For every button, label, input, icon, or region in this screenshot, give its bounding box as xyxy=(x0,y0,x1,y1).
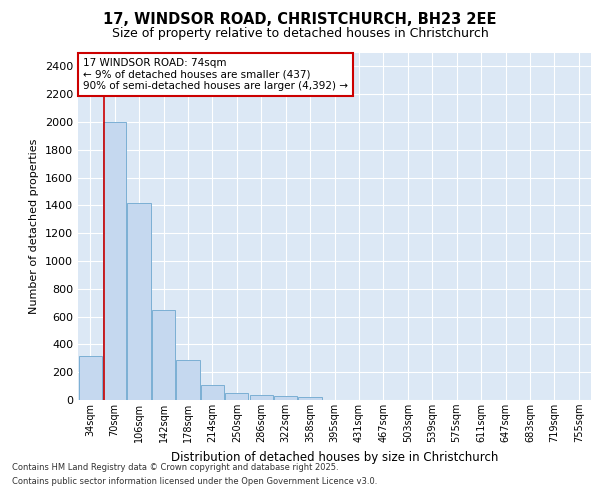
Bar xyxy=(274,396,297,400)
X-axis label: Distribution of detached houses by size in Christchurch: Distribution of detached houses by size … xyxy=(171,450,498,464)
Bar xyxy=(152,310,175,400)
Text: 17, WINDSOR ROAD, CHRISTCHURCH, BH23 2EE: 17, WINDSOR ROAD, CHRISTCHURCH, BH23 2EE xyxy=(103,12,497,28)
Bar xyxy=(176,360,200,400)
Bar xyxy=(250,394,273,400)
Bar xyxy=(103,122,126,400)
Text: 17 WINDSOR ROAD: 74sqm
← 9% of detached houses are smaller (437)
90% of semi-det: 17 WINDSOR ROAD: 74sqm ← 9% of detached … xyxy=(83,58,348,91)
Bar xyxy=(225,394,248,400)
Bar xyxy=(79,356,102,400)
Text: Contains public sector information licensed under the Open Government Licence v3: Contains public sector information licen… xyxy=(12,478,377,486)
Text: Size of property relative to detached houses in Christchurch: Size of property relative to detached ho… xyxy=(112,28,488,40)
Bar xyxy=(298,398,322,400)
Y-axis label: Number of detached properties: Number of detached properties xyxy=(29,138,40,314)
Text: Contains HM Land Registry data © Crown copyright and database right 2025.: Contains HM Land Registry data © Crown c… xyxy=(12,462,338,471)
Bar xyxy=(201,386,224,400)
Bar xyxy=(127,202,151,400)
